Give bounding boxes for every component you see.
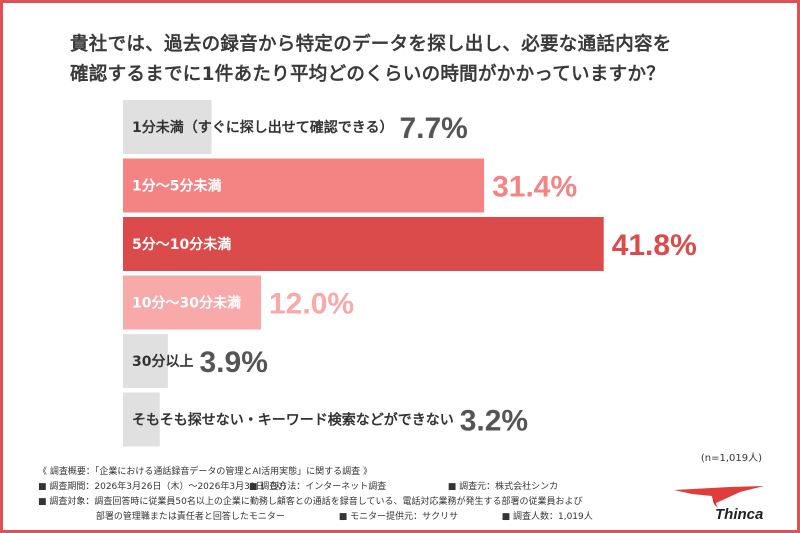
bar-0 xyxy=(123,100,212,154)
value-label-3: 12.0% xyxy=(269,288,354,321)
sample-size-note: (n=1,019人) xyxy=(700,453,762,464)
category-label-0: 1分未満（すぐに探し出せて確認できる） xyxy=(132,119,393,136)
thinca-logo: Thinca xyxy=(674,486,764,523)
survey-meta-row: ■ 調査期間：2026年3月26日（木）～2026年3月31日（火） ■ 調査方… xyxy=(38,480,678,495)
value-label-1: 31.4% xyxy=(492,171,577,204)
category-label-4: 30分以上 xyxy=(132,354,193,370)
value-label-0: 7.7% xyxy=(399,112,467,145)
bar-2 xyxy=(123,217,604,271)
survey-target-row2: 部署の管理職または責任者と回答したモニター ■ モニター提供元：サクリサ ■ 調… xyxy=(38,510,678,525)
survey-period: ■ 調査期間：2026年3月26日（木）～2026年3月31日（火） xyxy=(38,482,292,492)
category-label-3: 10分～30分未満 xyxy=(132,295,241,312)
value-label-2: 41.8% xyxy=(612,229,697,262)
logo-text: Thinca xyxy=(715,506,763,523)
survey-count: ■ 調査人数：1,019人 xyxy=(501,512,593,522)
survey-overview: 《 調査概要：「企業における通話録音データの管理とAI活用実態」に関する調査 》 xyxy=(38,467,373,477)
title-line-2: 確認するまでに1件あたり平均どのくらいの時間がかかっていますか？ xyxy=(70,64,666,85)
survey-target: ■ 調査対象：調査回答時に従業員50名以上の企業に勤務し顧客との通話を録音してい… xyxy=(38,497,583,507)
survey-target-cont: 部署の管理職または責任者と回答したモニター xyxy=(95,512,285,522)
title-line-1: 貴社では、過去の録音から特定のデータを探し出し、必要な通話内容を xyxy=(70,34,672,55)
survey-provider: ■ モニター提供元：サクリサ xyxy=(338,512,459,522)
bar-5 xyxy=(123,392,160,447)
logo-swoosh-icon xyxy=(674,486,764,504)
survey-method: ■ 調査方法：インターネット調査 xyxy=(248,482,387,492)
category-label-1: 1分～5分未満 xyxy=(132,178,221,195)
chart-title: 貴社では、過去の録音から特定のデータを探し出し、必要な通話内容を 確認するまでに… xyxy=(70,30,750,90)
value-label-4: 3.9% xyxy=(199,346,267,379)
bar-1 xyxy=(123,158,485,213)
category-label-2: 5分～10分未満 xyxy=(132,236,231,253)
bar-4 xyxy=(123,334,168,388)
survey-notes: 《 調査概要：「企業における通話録音データの管理とAI活用実態」に関する調査 》… xyxy=(38,465,678,525)
bar-3 xyxy=(123,275,261,330)
value-label-5: 3.2% xyxy=(460,405,528,438)
survey-source: ■ 調査元：株式会社シンカ xyxy=(447,482,559,492)
category-label-5: そもそも探せない・キーワード検索などができない xyxy=(132,412,454,429)
